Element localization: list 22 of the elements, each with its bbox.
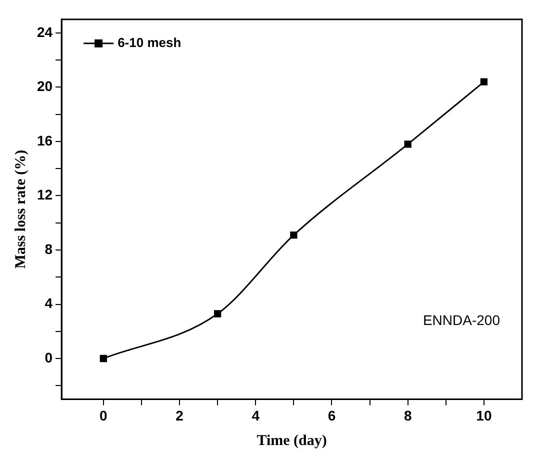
x-tick-label: 0 (100, 407, 108, 424)
legend-label: 6-10 mesh (118, 34, 182, 50)
y-tick-label: 24 (36, 24, 53, 40)
x-tick-label: 10 (476, 407, 492, 424)
x-axis-title: Time (day) (256, 432, 327, 449)
x-tick-label: 6 (328, 407, 336, 424)
point (404, 140, 412, 148)
point (214, 310, 222, 318)
y-tick-label: 0 (44, 349, 53, 366)
y-tick-label: 4 (44, 295, 53, 312)
y-tick-label: 16 (36, 132, 53, 148)
point (480, 78, 488, 86)
x-tick-label: 4 (252, 407, 260, 424)
y-tick-label: 12 (36, 186, 53, 203)
x-tick-label: 8 (404, 407, 412, 424)
x-tick-label: 2 (176, 407, 184, 424)
annotation: ENNDA-200 (422, 312, 500, 328)
y-tick-label: 8 (44, 240, 53, 257)
point (100, 354, 108, 362)
y-tick-label: 20 (36, 78, 53, 94)
point (290, 231, 298, 239)
y-axis-title: Mass loss rate (%) (12, 150, 29, 269)
